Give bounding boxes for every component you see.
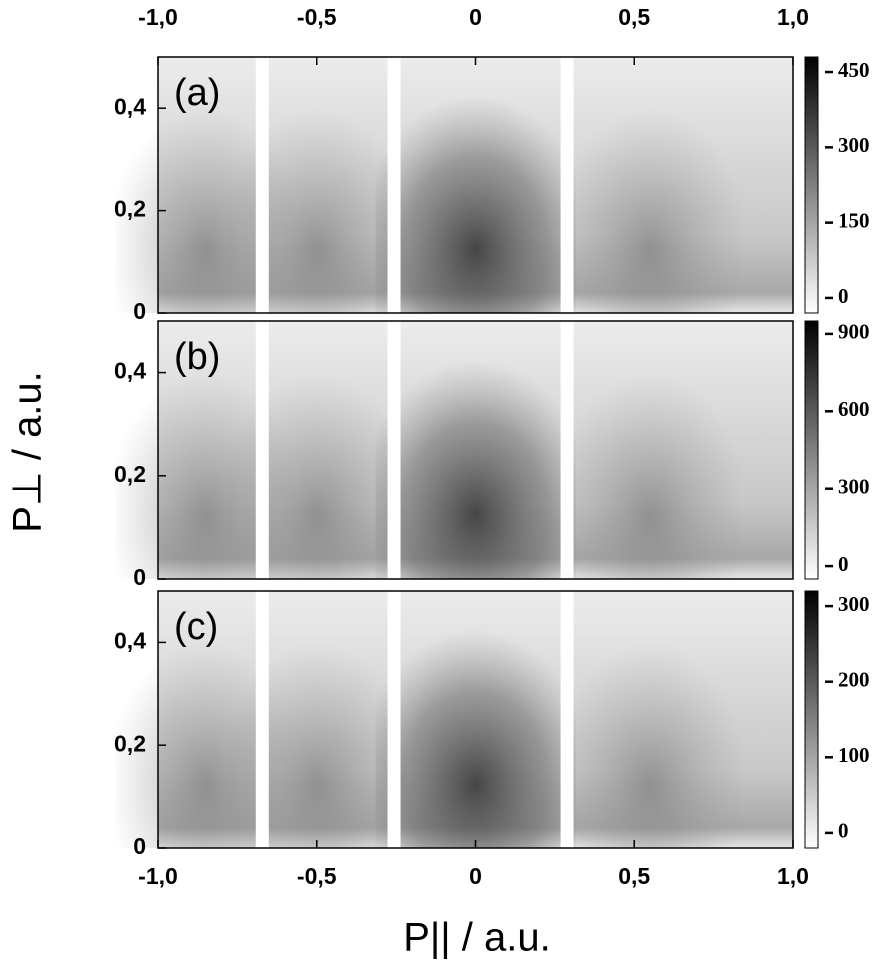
y-tick-label: 0,4 xyxy=(114,627,146,653)
x-tick-label: 1,0 xyxy=(777,4,809,30)
colorbar-tick-label: 300 xyxy=(838,475,870,499)
colorbar-tick-label: 200 xyxy=(838,668,870,692)
y-tick-label: 0 xyxy=(133,298,146,324)
colorbar-tick-label: 450 xyxy=(838,58,870,82)
colorbar-tick-label: 0 xyxy=(838,552,849,576)
panel-label: (a) xyxy=(174,72,220,114)
y-tick-label: 0,4 xyxy=(114,93,146,119)
panel-label: (c) xyxy=(174,606,218,648)
x-tick-label: 1,0 xyxy=(777,863,809,889)
heatmap-blob xyxy=(375,57,576,313)
heatmap-blob xyxy=(560,57,741,313)
y-tick-label: 0,2 xyxy=(114,730,146,756)
x-tick-label: 0 xyxy=(469,863,482,889)
colorbar-tick-label: 0 xyxy=(838,284,849,308)
panel-label: (b) xyxy=(174,336,220,378)
colorbar-tick-label: 900 xyxy=(838,320,870,344)
y-axis-title: P⊥ / a.u. xyxy=(6,371,50,533)
y-tick-label: 0,2 xyxy=(114,461,146,487)
detector-gap xyxy=(255,57,269,313)
detector-gap xyxy=(560,57,574,313)
y-tick-label: 0 xyxy=(133,833,146,859)
x-axis-title: P|| / a.u. xyxy=(403,916,551,960)
colorbar-tick-label: 0 xyxy=(838,819,849,843)
heatmap-blob xyxy=(375,321,576,579)
x-tick-label: -0,5 xyxy=(297,863,337,889)
detector-gap xyxy=(387,591,401,848)
x-tick-label: -1,0 xyxy=(138,4,178,30)
x-tick-label: 0 xyxy=(469,4,482,30)
detector-gap xyxy=(387,321,401,579)
colorbar-tick-label: 150 xyxy=(838,208,870,232)
plot-frame xyxy=(157,320,794,580)
x-tick-label: 0,5 xyxy=(618,4,650,30)
y-tick-label: 0,2 xyxy=(114,196,146,222)
detector-gap xyxy=(387,57,401,313)
heatmap-blob xyxy=(560,591,741,848)
detector-gap xyxy=(255,591,269,848)
colorbar-tick-label: 300 xyxy=(838,592,870,616)
x-tick-label: -1,0 xyxy=(138,863,178,889)
heatmap-blob xyxy=(375,591,576,848)
y-tick-label: 0 xyxy=(133,564,146,590)
detector-gap xyxy=(560,321,574,579)
colorbar xyxy=(804,320,819,580)
x-tick-label: -0,5 xyxy=(297,4,337,30)
detector-gap xyxy=(255,321,269,579)
colorbar-tick-label: 600 xyxy=(838,397,870,421)
heatmap-blob xyxy=(560,321,741,579)
y-tick-label: 0,4 xyxy=(114,358,146,384)
colorbar-tick-label: 300 xyxy=(838,133,870,157)
detector-gap xyxy=(560,591,574,848)
colorbar xyxy=(804,56,819,314)
colorbar-tick-label: 100 xyxy=(838,743,870,767)
x-tick-label: 0,5 xyxy=(618,863,650,889)
colorbar xyxy=(804,590,819,849)
